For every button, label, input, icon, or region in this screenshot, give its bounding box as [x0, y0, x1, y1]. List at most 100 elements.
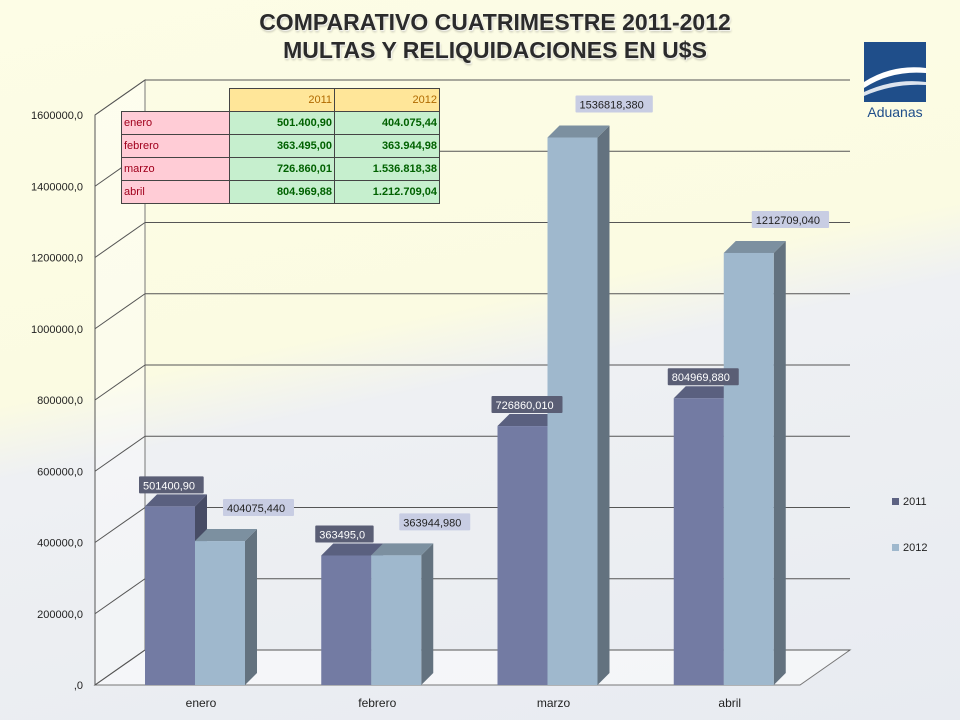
bar-front [371, 555, 422, 685]
table-header-row: 2011 2012 [121, 88, 440, 112]
data-label-box [139, 476, 204, 494]
bar-front [497, 426, 548, 685]
logo-wave-icon [864, 42, 926, 102]
table-row-label: abril [121, 180, 230, 204]
x-axis: enero febrero marzo abril [186, 696, 741, 710]
y-tick-label: 800000,0 [37, 395, 83, 407]
table-cell: 404.075,44 [334, 111, 440, 135]
data-label: 404075,440 [223, 499, 294, 517]
x-tick-label: enero [186, 696, 217, 710]
table-row: enero 501.400,90 404.075,44 [121, 111, 440, 135]
y-tick-label: 600000,0 [37, 466, 83, 478]
bar-side [245, 529, 257, 685]
title-line-1: COMPARATIVO CUATRIMESTRE 2011-2012 [259, 9, 731, 35]
table-cell: 726.860,01 [229, 157, 335, 181]
bars [145, 125, 786, 686]
data-label: 1536818,380 [575, 95, 653, 113]
table-cell: 501.400,90 [229, 111, 335, 135]
legend: 2011 2012 [892, 496, 927, 554]
data-label-box [491, 396, 563, 414]
y-tick-label: 200000,0 [37, 609, 83, 621]
data-label: 1212709,040 [751, 210, 830, 228]
data-label-text: 363495,0 [319, 530, 365, 542]
x-tick-label: febrero [358, 696, 396, 710]
bar-side [421, 543, 434, 685]
table-row-label: enero [121, 111, 230, 135]
bar-side [597, 125, 610, 686]
bar-top [723, 240, 786, 253]
gridline-side [94, 364, 146, 401]
gridline-side [94, 649, 146, 686]
table-header-2012: 2012 [334, 88, 440, 112]
table-row: marzo 726.860,01 1.536.818,38 [121, 157, 440, 181]
data-label: 726860,010 [491, 396, 563, 414]
data-label: 363495,0 [315, 525, 374, 543]
legend-label: 2011 [903, 496, 927, 508]
data-label-box [667, 368, 739, 386]
table-row-label: marzo [121, 157, 230, 181]
bar-top [321, 543, 384, 556]
data-label: 363944,980 [399, 513, 471, 531]
y-tick-label: 1200000,0 [31, 253, 83, 265]
table-cell: 363.495,00 [229, 134, 335, 158]
table-row: febrero 363.495,00 363.944,98 [121, 134, 440, 158]
y-tick-label: ,0 [74, 680, 83, 692]
gridline-side [94, 293, 146, 330]
bar-front [195, 541, 245, 685]
data-label-text: 726860,010 [496, 400, 554, 412]
table-cell: 1.212.709,04 [334, 180, 440, 204]
table-row: abril 804.969,88 1.212.709,04 [121, 180, 440, 204]
table-cell: 363.944,98 [334, 134, 440, 158]
gridline-side [94, 79, 146, 116]
gridline-side [94, 435, 146, 472]
data-label-box [223, 499, 294, 517]
data-label-text: 404075,440 [227, 503, 285, 515]
data-label: 501400,90 [139, 476, 204, 494]
bar-front [321, 555, 372, 685]
y-tick-label: 400000,0 [37, 538, 83, 550]
y-tick-label: 1600000,0 [31, 110, 83, 122]
data-label-box [399, 513, 471, 531]
data-label: 804969,880 [667, 368, 739, 386]
data-table: 2011 2012 enero 501.400,90 404.075,44 fe… [121, 88, 440, 204]
legend-label: 2012 [903, 542, 927, 554]
bar-top [371, 543, 434, 556]
data-label-box [751, 210, 830, 228]
data-label-text: 1212709,040 [756, 215, 820, 227]
table-cell: 804.969,88 [229, 180, 335, 204]
gridline-side [94, 578, 146, 615]
legend-swatch [892, 544, 899, 551]
data-label-box [575, 95, 653, 113]
bar-top [673, 386, 736, 399]
table-cell: 1.536.818,38 [334, 157, 440, 181]
logo-text: Aduanas [867, 104, 923, 120]
gridline-side [94, 507, 146, 543]
y-tick-label: 1000000,0 [31, 324, 83, 336]
bar-front [723, 252, 774, 685]
bar [371, 543, 434, 685]
data-label-text: 501400,90 [143, 480, 195, 492]
bar [497, 414, 560, 685]
bar-top [195, 529, 257, 542]
y-tick-label: 1400000,0 [31, 181, 83, 193]
aduanas-logo: Aduanas [860, 40, 930, 122]
legend-swatch [892, 498, 899, 505]
data-labels: 501400,90 404075,440 363495,0 363944,980 726… [139, 95, 830, 543]
bar-top [145, 494, 207, 507]
bar-top [497, 414, 560, 427]
bar [723, 240, 786, 685]
table-header-2011: 2011 [229, 88, 335, 112]
y-axis: ,0 200000,0 400000,0 600000,0 800000,0 100000… [31, 110, 96, 692]
table-corner-cell [121, 88, 230, 112]
bar-side [773, 240, 786, 685]
x-tick-label: abril [718, 696, 741, 710]
bar-front [145, 506, 195, 685]
data-label-text: 363944,980 [403, 517, 461, 529]
title-line-2: MULTAS Y RELIQUIDACIONES EN U$S [283, 37, 707, 63]
gridline-side [94, 222, 146, 258]
data-label-box [315, 525, 374, 543]
bar-front [673, 398, 724, 685]
data-label-text: 1536818,380 [580, 100, 644, 112]
x-tick-label: marzo [537, 696, 571, 710]
